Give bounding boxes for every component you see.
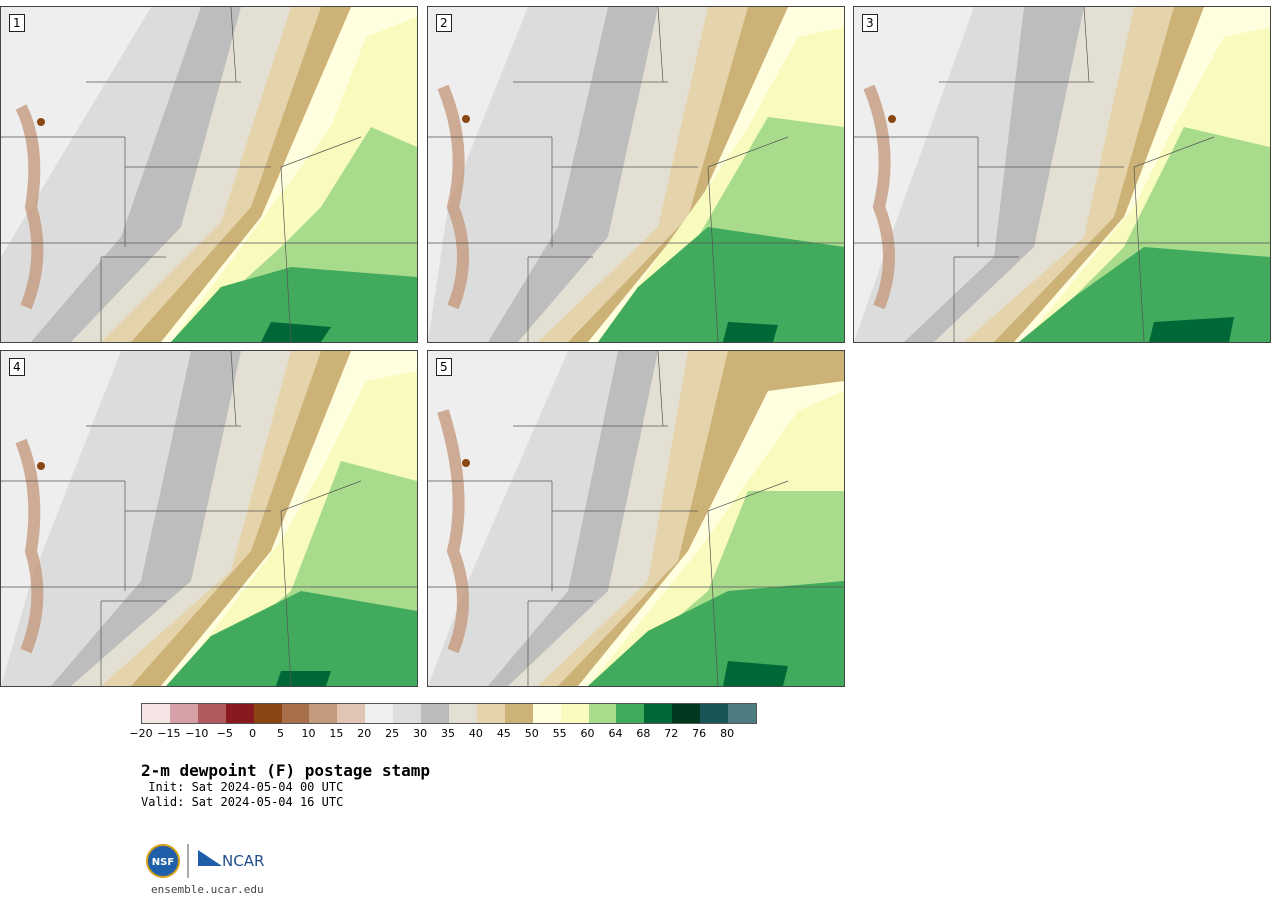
colorbar-tick-label: −5 [216, 727, 233, 740]
site-url: ensemble.ucar.edu [151, 883, 264, 896]
colorbar-tick-label: 40 [468, 727, 483, 740]
colorbar-swatch [421, 704, 449, 723]
colorbar-swatch [253, 704, 282, 723]
colorbar-swatch [504, 704, 533, 723]
colorbar-swatch [644, 704, 673, 723]
init-time: Init: Sat 2024-05-04 00 UTC [141, 780, 344, 794]
colorbar-swatch [337, 704, 366, 723]
panel-number: 1 [9, 14, 25, 32]
colorbar-tick-label: 30 [413, 727, 428, 740]
ncar-logo-text: NCAR [222, 852, 264, 870]
colorbar-tick-label: 50 [524, 727, 539, 740]
colorbar-swatch [169, 704, 198, 723]
colorbar-swatch [560, 704, 589, 723]
colorbar-swatch [476, 704, 505, 723]
colorbar-swatch [365, 704, 394, 723]
colorbar [141, 703, 757, 724]
colorbar-swatch [197, 704, 226, 723]
colorbar-tick-label: 76 [692, 727, 707, 740]
colorbar-swatch [616, 704, 645, 723]
colorbar-swatch [142, 704, 170, 723]
colorbar-tick-label: 10 [301, 727, 316, 740]
colorbar-tick-label: 20 [357, 727, 372, 740]
colorbar-tick-label: 72 [664, 727, 679, 740]
colorbar-tick-label: 64 [608, 727, 623, 740]
colorbar-tick-label: 80 [720, 727, 735, 740]
ncar-logo-icon [198, 850, 222, 866]
panel-number: 4 [9, 358, 25, 376]
colorbar-swatch [309, 704, 338, 723]
colorbar-swatch [672, 704, 701, 723]
colorbar-swatch [448, 704, 477, 723]
colorbar-ticks: −20 −15 −10 −5 0 5 10 15 20 25 30 35 40 45 50 55 60 64 68 7… [129, 727, 755, 741]
dewpoint-map-5 [428, 351, 844, 686]
colorbar-swatch [393, 704, 422, 723]
colorbar-swatch [281, 704, 310, 723]
colorbar-swatch [588, 704, 617, 723]
colorbar-tick-label: 55 [552, 727, 567, 740]
colorbar-swatch [700, 704, 729, 723]
nsf-logo-text: NSF [152, 857, 174, 868]
logos: NSF NCAR [144, 842, 274, 880]
colorbar-tick-label: −20 [129, 727, 153, 740]
panel-number: 5 [436, 358, 452, 376]
dewpoint-map-4 [1, 351, 417, 686]
panel-number: 3 [862, 14, 878, 32]
plot-title: 2-m dewpoint (F) postage stamp [141, 761, 430, 780]
colorbar-swatch [532, 704, 561, 723]
ensemble-member-panel-5: 5 [427, 350, 845, 687]
ensemble-member-panel-3: 3 [853, 6, 1271, 343]
nsf-logo-icon [146, 844, 180, 878]
dewpoint-map-3 [854, 7, 1270, 342]
colorbar-tick-label: 5 [277, 727, 285, 740]
colorbar-tick-label: 45 [496, 727, 511, 740]
colorbar-tick-label: 35 [441, 727, 455, 740]
dewpoint-map-1 [1, 7, 417, 342]
ensemble-member-panel-1: 1 [0, 6, 418, 343]
colorbar-tick-label: −10 [185, 727, 209, 740]
colorbar-tick-label: 60 [580, 727, 595, 740]
panel-number: 2 [436, 14, 452, 32]
colorbar-tick-label: 68 [636, 727, 651, 740]
colorbar-tick-label: 0 [249, 727, 257, 740]
colorbar-tick-label: −15 [157, 727, 181, 740]
ensemble-member-panel-4: 4 [0, 350, 418, 687]
valid-time: Valid: Sat 2024-05-04 16 UTC [141, 795, 344, 809]
nsf-ncar-logo: NSF NCAR [146, 844, 264, 878]
colorbar-tick-label: 25 [385, 727, 400, 740]
colorbar-tick-label: 15 [329, 727, 344, 740]
colorbar-swatch [225, 704, 254, 723]
ensemble-member-panel-2: 2 [427, 6, 845, 343]
dewpoint-map-2 [428, 7, 844, 342]
colorbar-swatch [728, 704, 756, 723]
